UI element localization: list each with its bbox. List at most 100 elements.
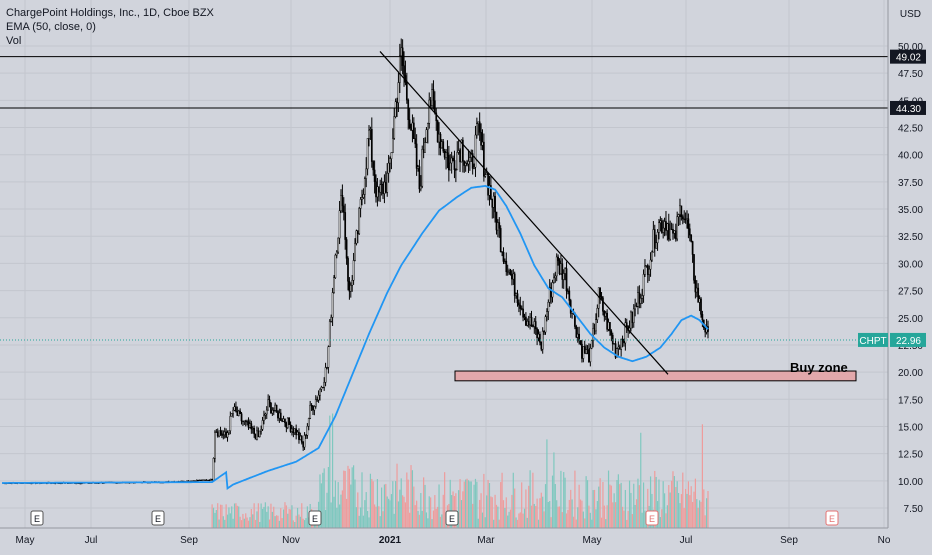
candle-body (492, 195, 495, 208)
candle-body (616, 348, 618, 358)
candle-body (501, 251, 503, 253)
candle-body (281, 420, 284, 422)
candle-body (522, 308, 524, 318)
volume-bar (487, 479, 489, 528)
time-tick-label: Mar (477, 535, 495, 546)
candle-body (639, 298, 642, 304)
candle-body (463, 160, 466, 166)
price-tick-label: 30.00 (898, 259, 923, 270)
volume-bar (271, 511, 273, 528)
candle-body (380, 183, 383, 186)
volume-bar (504, 508, 506, 528)
candle-body (593, 327, 596, 332)
volume-bar (528, 485, 530, 528)
volume-bar (679, 503, 681, 528)
candle-body (581, 343, 583, 359)
candle-body (289, 424, 292, 432)
candle-body (195, 480, 198, 482)
candle-body (546, 311, 548, 317)
candle-body (564, 268, 566, 274)
candle-body (242, 420, 244, 422)
volume-bar (470, 481, 472, 528)
volume-bar (530, 505, 533, 528)
volume-bar (224, 519, 226, 528)
volume-bar (320, 483, 322, 528)
time-tick-label: 2021 (379, 535, 402, 546)
volume-bar (402, 495, 404, 528)
volume-bar (465, 479, 467, 528)
candle-body (243, 420, 246, 422)
volume-bar (523, 508, 526, 528)
volume-bar (609, 484, 611, 528)
volume-bar (278, 520, 280, 528)
candle-body (306, 426, 309, 436)
volume-bar (240, 520, 243, 528)
candle-body (575, 326, 578, 338)
candle-body (313, 406, 316, 411)
price-badges: 49.02 44.30 22.96 CHPT (0, 49, 926, 347)
candle-body (207, 479, 209, 481)
volume-bar (358, 515, 360, 528)
volume-bar (211, 504, 213, 528)
candle-body (333, 277, 335, 293)
volume-bar (472, 503, 474, 528)
candle-body (303, 435, 306, 448)
volume-bar (649, 476, 652, 528)
candle-body (292, 428, 295, 433)
candle-body (345, 239, 348, 259)
volume-bar (235, 503, 237, 528)
candle-body (487, 172, 489, 196)
volume-bar (526, 517, 528, 528)
volume-bar (449, 479, 451, 528)
candle-body (377, 186, 380, 193)
candle-body (665, 221, 667, 231)
candle-body (704, 327, 707, 333)
candle-body (445, 152, 447, 158)
candle-body (235, 406, 237, 412)
volume-bar (299, 516, 301, 528)
volume-bar (305, 518, 307, 528)
volume-bar (616, 480, 618, 528)
candle-body (443, 150, 446, 158)
volume-bar (655, 476, 657, 528)
price-tick-label: 32.50 (898, 232, 923, 243)
volume-bar (474, 478, 477, 528)
candle-body (286, 417, 289, 428)
volume-bar (254, 519, 257, 528)
candle-body (321, 386, 324, 389)
candle-body (271, 410, 274, 414)
candle-body (236, 410, 239, 416)
candle-body (533, 321, 536, 327)
candle-body (525, 316, 527, 326)
candle-body (653, 229, 656, 249)
time-tick-label: No (878, 535, 891, 546)
volume-bar (553, 452, 555, 528)
candle-body (505, 260, 508, 273)
volume-bar (374, 504, 376, 528)
candle-body (579, 340, 582, 345)
volume-bar (676, 481, 678, 528)
candle-body (400, 47, 403, 57)
volume-bar (382, 511, 384, 528)
volume-bar (292, 520, 294, 528)
volume-bar (584, 518, 586, 528)
candle-body (638, 292, 641, 304)
candle-body (279, 412, 282, 421)
volume-bar (644, 510, 646, 528)
volume-bar (466, 478, 468, 528)
volume-bar (564, 477, 566, 528)
candle-body (229, 416, 232, 432)
candle-body (513, 273, 516, 296)
volume-bar (554, 484, 556, 528)
volume-bar (591, 519, 593, 528)
volume-bar (631, 514, 633, 528)
volume-bar (683, 508, 685, 528)
candle-body (613, 343, 615, 345)
volume-bar (641, 512, 643, 528)
volume-bar (410, 465, 412, 528)
volume-bar (467, 480, 470, 528)
candle-body (436, 120, 439, 143)
candle-body (200, 479, 202, 481)
